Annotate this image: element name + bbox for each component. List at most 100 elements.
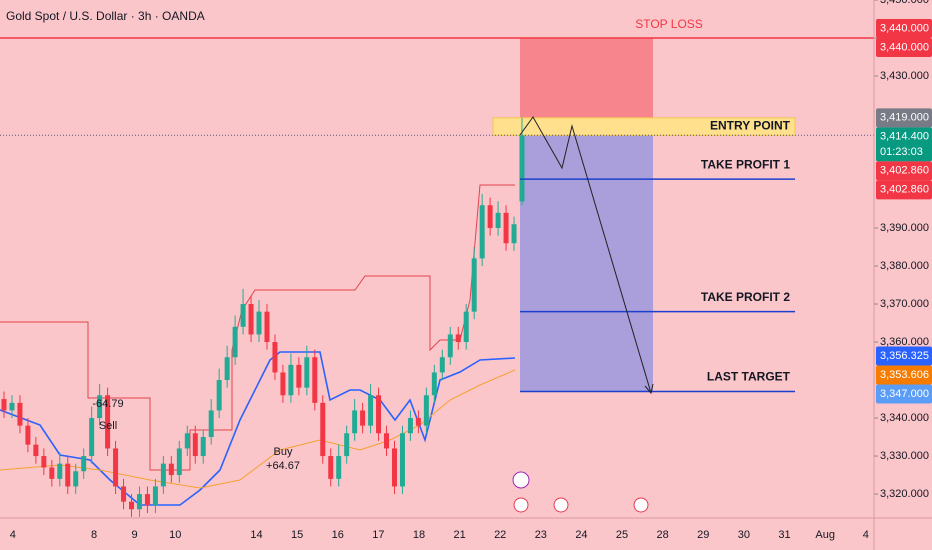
candle-body <box>439 357 445 373</box>
candle-body <box>17 402 23 426</box>
candle-body <box>447 334 453 358</box>
y-tick-label: 3,380.000 <box>880 260 929 272</box>
level-label: STOP LOSS <box>635 17 703 31</box>
risk-zone <box>520 38 653 118</box>
candle-body <box>89 418 95 457</box>
candle-body <box>368 395 374 426</box>
candle-body <box>352 410 358 434</box>
x-tick-label: 14 <box>250 529 262 541</box>
x-tick-label: 16 <box>332 529 344 541</box>
price-marker-label: 3,419.000 <box>880 112 929 124</box>
price-marker-sublabel: 01:23:03 <box>880 146 923 158</box>
x-tick-label: 21 <box>453 529 465 541</box>
candle-body <box>384 433 390 449</box>
candle-body <box>41 456 47 468</box>
y-tick-label: 3,450.000 <box>880 0 929 6</box>
trade-amount: -64.79 <box>92 398 123 410</box>
candle-body <box>479 205 485 259</box>
x-tick-label: 23 <box>535 529 547 541</box>
x-tick-label: 4 <box>863 529 869 541</box>
candle-body <box>49 467 55 479</box>
y-tick-label: 3,390.000 <box>880 222 929 234</box>
candle-body <box>336 456 342 479</box>
entry-band <box>492 117 796 136</box>
candle-body <box>81 456 87 472</box>
candle-body <box>208 410 214 438</box>
candle-body <box>9 402 15 411</box>
candle-body <box>25 425 31 445</box>
x-tick-label: Aug <box>815 529 835 541</box>
candle-body <box>503 212 509 244</box>
candle-body <box>105 395 111 449</box>
event-icon <box>553 497 569 513</box>
price-marker <box>876 346 932 366</box>
level-label: TAKE PROFIT 2 <box>701 290 790 304</box>
trend-indicator <box>0 351 516 506</box>
candle-body <box>431 372 437 396</box>
reward-zone <box>520 135 653 392</box>
candle-body <box>312 357 318 403</box>
x-tick-label: 18 <box>413 529 425 541</box>
candle-body <box>495 212 501 229</box>
candle-body <box>33 444 39 457</box>
candle-body <box>168 463 174 476</box>
price-marker-label: 3,414.400 <box>880 131 929 143</box>
candle-body <box>216 380 222 411</box>
x-tick-label: 30 <box>738 529 750 541</box>
price-marker-label: 3,353.606 <box>880 369 929 381</box>
candle-body <box>407 418 413 434</box>
moving-average <box>0 369 516 489</box>
candle-body <box>184 433 190 449</box>
candle-body <box>320 402 326 457</box>
price-marker-label: 3,402.860 <box>880 184 929 196</box>
candle-body <box>519 135 525 202</box>
candle-body <box>240 304 246 327</box>
price-axis-bg <box>874 0 932 550</box>
candle-body <box>152 486 158 506</box>
x-tick-label: 25 <box>616 529 628 541</box>
candle-body <box>73 471 79 487</box>
trade-amount: +64.67 <box>266 460 300 472</box>
x-tick-label: 8 <box>91 529 97 541</box>
candle-body <box>224 357 230 381</box>
price-marker-label: 3,402.860 <box>880 165 929 177</box>
candle-body <box>65 463 71 487</box>
candle-body <box>256 311 262 335</box>
candle-body <box>376 395 382 434</box>
candle-body <box>471 258 477 312</box>
candle-body <box>272 342 278 373</box>
candle-body <box>200 437 206 457</box>
x-tick-label: 28 <box>657 529 669 541</box>
y-tick-label: 3,330.000 <box>880 450 929 462</box>
candle-body <box>192 433 198 457</box>
price-marker-label: 3,440.000 <box>880 22 929 34</box>
candle-body <box>511 224 517 244</box>
x-tick-label: 9 <box>132 529 138 541</box>
trade-side: Buy <box>274 446 293 458</box>
candle-body <box>264 311 270 343</box>
y-tick-label: 3,320.000 <box>880 488 929 500</box>
price-marker <box>876 384 932 404</box>
candle-body <box>97 395 103 419</box>
price-marker-label: 3,440.000 <box>880 41 929 53</box>
candle-body <box>176 448 182 476</box>
price-marker <box>876 161 932 181</box>
x-tick-label: 29 <box>697 529 709 541</box>
event-icon <box>633 497 649 513</box>
x-tick-label: 15 <box>291 529 303 541</box>
x-tick-label: 10 <box>169 529 181 541</box>
event-icon <box>512 471 530 489</box>
x-tick-label: 24 <box>575 529 587 541</box>
y-tick-label: 3,370.000 <box>880 298 929 310</box>
price-marker <box>876 108 932 128</box>
candle-body <box>399 433 405 487</box>
event-icon <box>513 497 529 513</box>
x-tick-label: 4 <box>10 529 16 541</box>
price-marker <box>876 180 932 200</box>
candle-body <box>121 486 127 502</box>
y-tick-label: 3,360.000 <box>880 336 929 348</box>
candle-body <box>57 463 63 479</box>
price-marker-label: 3,356.325 <box>880 350 929 362</box>
price-marker <box>876 127 932 162</box>
candle-body <box>160 463 166 487</box>
